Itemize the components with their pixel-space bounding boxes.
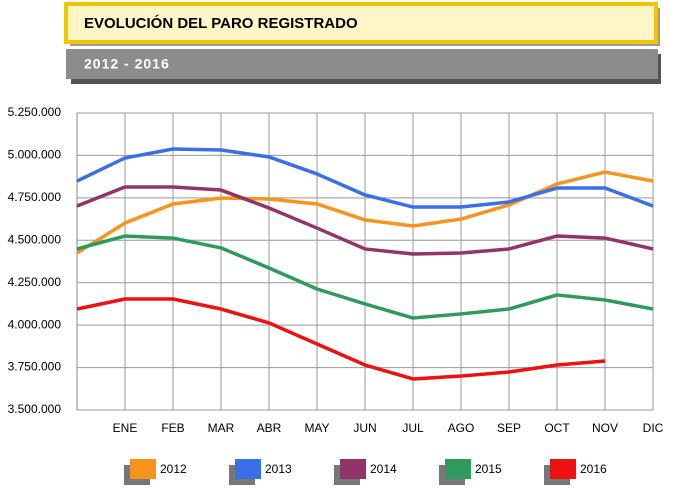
x-tick-label: NOV [592, 421, 618, 435]
legend-swatch [340, 459, 366, 479]
legend-label: 2016 [580, 462, 607, 476]
subtitle-box [66, 49, 658, 79]
legend-label: 2014 [370, 462, 397, 476]
title-box [64, 2, 658, 44]
y-tick-label: 3.500.000 [8, 402, 62, 416]
chart-title: EVOLUCIÓN DEL PARO REGISTRADO [84, 14, 358, 32]
y-tick-label: 3.750.000 [8, 360, 62, 374]
x-tick-label: MAY [304, 421, 329, 435]
series-line [76, 234, 654, 320]
y-tick-label: 4.500.000 [8, 232, 62, 246]
y-tick-label: 4.750.000 [8, 190, 62, 204]
x-tick-label: JUL [402, 421, 424, 435]
chart-subtitle: 2012 - 2016 [84, 56, 170, 72]
x-tick-label: FEB [161, 421, 184, 435]
legend-label: 2015 [475, 462, 502, 476]
y-tick-label: 4.250.000 [8, 275, 62, 289]
x-tick-label: JUN [353, 421, 376, 435]
x-tick-label: AGO [448, 421, 475, 435]
series-line [76, 147, 654, 209]
legend-label: 2012 [160, 462, 187, 476]
x-tick-label: SEP [497, 421, 521, 435]
x-tick-label: DIC [643, 421, 664, 435]
x-tick-label: OCT [544, 421, 570, 435]
legend-swatch [235, 459, 261, 479]
x-tick-label: ENE [113, 421, 138, 435]
legend-swatch [445, 459, 471, 479]
legend-swatch [550, 459, 576, 479]
series-line [76, 297, 606, 381]
y-tick-label: 5.000.000 [8, 148, 62, 162]
x-tick-label: MAR [208, 421, 235, 435]
y-tick-label: 5.250.000 [8, 105, 62, 119]
legend-label: 2013 [265, 462, 292, 476]
y-tick-label: 4.000.000 [8, 317, 62, 331]
series-line [76, 185, 654, 256]
series-line [76, 170, 654, 255]
x-tick-label: ABR [257, 421, 282, 435]
legend-swatch [130, 459, 156, 479]
